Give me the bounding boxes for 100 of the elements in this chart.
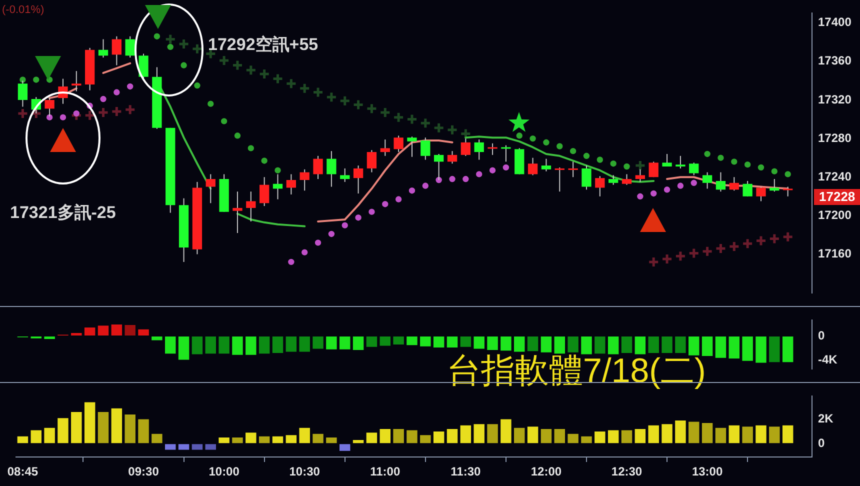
- y-tick-label: 17280: [818, 130, 852, 145]
- bar: [165, 336, 176, 354]
- bar: [44, 428, 55, 444]
- candlestick: [246, 191, 256, 222]
- point: [771, 168, 778, 174]
- candlestick: [770, 178, 780, 192]
- bar: [608, 430, 619, 444]
- bar: [152, 336, 162, 340]
- point: [688, 248, 700, 260]
- bar: [514, 336, 525, 352]
- y-tick-label: 0: [818, 436, 825, 450]
- bar: [715, 428, 726, 444]
- bar: [500, 336, 512, 351]
- point: [674, 250, 686, 262]
- bar: [111, 324, 122, 336]
- bar: [688, 422, 700, 444]
- point: [406, 114, 418, 126]
- bar: [98, 412, 109, 444]
- candlestick: [407, 136, 417, 158]
- candlestick: [353, 165, 364, 194]
- bar: [84, 327, 96, 336]
- bar: [420, 336, 431, 346]
- point: [355, 214, 362, 221]
- point: [261, 158, 268, 164]
- point: [661, 253, 673, 265]
- y-tick-label: 0: [818, 328, 825, 342]
- point: [408, 188, 416, 194]
- bar: [742, 336, 753, 361]
- point: [624, 163, 630, 170]
- bar: [688, 336, 700, 356]
- y-tick-label: 17160: [818, 246, 852, 261]
- point: [433, 122, 445, 134]
- candlestick: [662, 153, 672, 167]
- candlestick: [595, 176, 605, 197]
- bar: [272, 436, 284, 444]
- point: [366, 102, 378, 114]
- bar: [728, 336, 740, 358]
- bar: [702, 422, 713, 444]
- bar: [782, 336, 794, 362]
- point: [218, 54, 230, 66]
- candlestick: [394, 135, 404, 153]
- annotation: 17321多訊-25: [10, 203, 116, 223]
- bar: [675, 336, 686, 354]
- point: [476, 171, 482, 178]
- bar: [218, 336, 230, 354]
- point: [516, 132, 522, 139]
- bar: [648, 425, 659, 444]
- point: [248, 145, 254, 152]
- bar: [756, 336, 766, 363]
- point: [583, 152, 590, 159]
- point: [368, 208, 375, 215]
- point: [302, 249, 308, 256]
- point: [570, 148, 576, 154]
- x-tick-label: 12:00: [530, 464, 562, 479]
- point: [728, 240, 740, 252]
- bar: [192, 444, 203, 450]
- point: [704, 150, 710, 158]
- candlestick: [420, 137, 430, 160]
- point: [312, 86, 324, 98]
- bar: [71, 412, 82, 444]
- bar: [756, 425, 766, 444]
- bar: [178, 336, 190, 360]
- point: [352, 99, 364, 111]
- bar: [352, 440, 364, 444]
- bar: [84, 402, 96, 444]
- point: [124, 104, 136, 116]
- point: [285, 78, 297, 90]
- bar: [299, 336, 310, 352]
- candlestick: [232, 191, 242, 234]
- point: [755, 234, 767, 246]
- point: [648, 256, 660, 268]
- point: [634, 160, 646, 172]
- bar: [594, 431, 606, 444]
- bar: [568, 434, 578, 444]
- bar: [594, 336, 606, 354]
- point: [98, 106, 109, 118]
- bar: [728, 425, 740, 444]
- bar: [366, 336, 378, 347]
- candlestick: [676, 155, 686, 169]
- annotation: 17292空訊+55: [208, 35, 318, 55]
- candlestick: [648, 161, 658, 178]
- bar: [540, 429, 552, 444]
- candlestick: [474, 139, 484, 160]
- bar: [258, 436, 270, 444]
- point: [60, 114, 66, 120]
- point: [110, 106, 122, 118]
- bar: [380, 336, 391, 346]
- point: [342, 222, 348, 228]
- bar: [460, 425, 472, 444]
- bar: [433, 431, 444, 444]
- bar: [406, 430, 418, 444]
- bar: [460, 336, 472, 347]
- bar: [500, 419, 512, 444]
- bar: [527, 336, 538, 352]
- bar: [299, 428, 310, 444]
- candlestick: [447, 150, 458, 164]
- bar: [326, 438, 337, 444]
- candlestick: [702, 172, 712, 190]
- bar: [340, 336, 350, 350]
- bar: [17, 436, 28, 444]
